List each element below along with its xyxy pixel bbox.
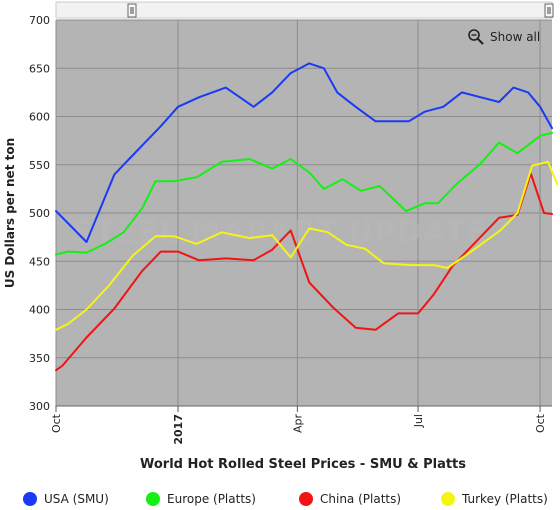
x-tick-label: Oct [50,413,63,433]
y-tick-label: 350 [29,352,50,365]
x-tick-label: Jul [412,414,425,428]
legend-marker [23,492,37,506]
legend-item[interactable]: Turkey (Platts) [441,492,548,506]
chart-title: World Hot Rolled Steel Prices - SMU & Pl… [140,457,466,472]
y-tick-label: 700 [29,14,50,27]
legend-marker [299,492,313,506]
zoom-out-icon [468,29,480,41]
legend-label: Europe (Platts) [167,492,256,506]
navigator-handle-left[interactable] [127,3,137,18]
y-tick-label: 650 [29,62,50,75]
y-tick-label: 550 [29,159,50,172]
series-line-1[interactable] [55,131,553,256]
y-tick-label: 450 [29,255,50,268]
x-tick-label: Apr [291,414,304,434]
y-tick-label: 300 [29,400,50,413]
y-tick-label: 600 [29,111,50,124]
legend-label: China (Platts) [320,492,401,506]
series-line-0[interactable] [55,62,553,243]
legend-item[interactable]: USA (SMU) [23,492,109,506]
x-tick-label: 2017 [172,414,185,445]
y-axis-label: US Dollars per net ton [3,138,17,288]
navigator-handle-right[interactable] [544,3,554,18]
y-tick-label: 500 [29,207,50,220]
range-navigator[interactable] [55,1,554,19]
legend-label: USA (SMU) [44,492,109,506]
y-axis-ticks: 300 350 400 450 500 550 600 650 700 [29,14,50,413]
legend-marker [146,492,160,506]
legend: USA (SMU) Europe (Platts) China (Platts) Tu… [23,492,548,506]
series-line-2[interactable] [55,172,553,372]
series-line-3[interactable] [55,160,559,331]
legend-item[interactable]: Europe (Platts) [146,492,256,506]
legend-marker [441,492,455,506]
y-tick-label: 400 [29,304,50,317]
show-all-button[interactable]: Show all [468,29,540,45]
x-axis-ticks: Oct 2017 Apr Jul Oct [50,405,552,445]
legend-item[interactable]: China (Platts) [299,492,401,506]
x-tick-label: Oct [534,413,547,433]
legend-label: Turkey (Platts) [461,492,548,506]
series-lines [55,62,559,372]
zoom-out-icon-handle [477,38,484,45]
show-all-label: Show all [490,30,540,44]
